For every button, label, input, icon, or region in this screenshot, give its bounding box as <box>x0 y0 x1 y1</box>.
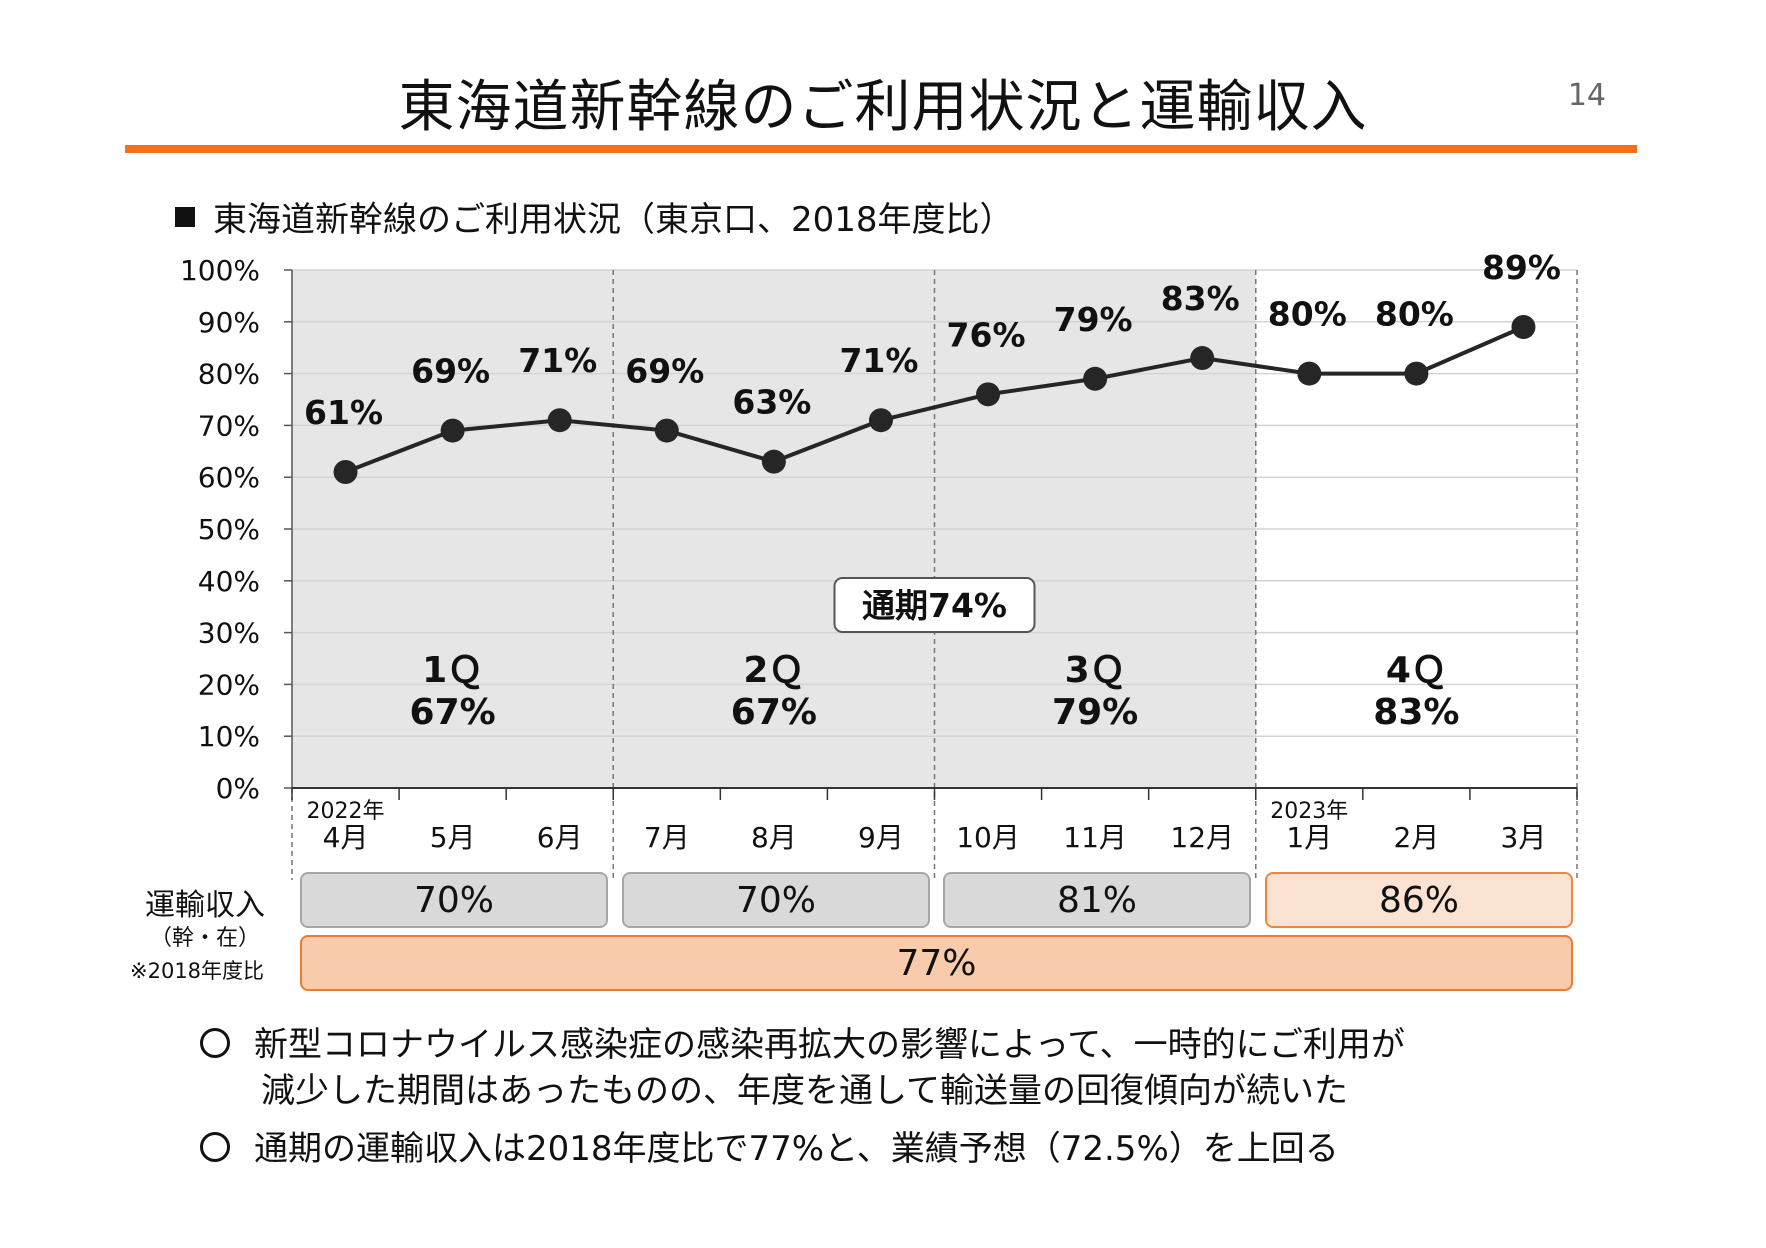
x-tick-label: 12月 <box>1170 821 1234 854</box>
data-point <box>1297 361 1322 386</box>
data-point <box>1190 346 1215 371</box>
revenue-q3-box: 81% <box>943 872 1251 928</box>
bullet-text-line2: 減少した期間はあったものの、年度を通して輸送量の回復傾向が続いた <box>261 1071 1348 1111</box>
revenue-total-box: 77% <box>300 935 1573 991</box>
quarter-name: 3Ｑ <box>1065 650 1126 691</box>
year-label: 2023年 <box>1270 799 1348 824</box>
bullet-item: 新型コロナウイルス感染症の感染再拡大の影響によって、一時的にご利用が 減少した期… <box>200 1022 1405 1114</box>
data-point <box>654 418 679 443</box>
page-number: 14 <box>1567 78 1606 113</box>
y-tick-label: 20% <box>198 668 260 701</box>
circle-bullet-icon <box>200 1132 230 1162</box>
revenue-q4-box: 86% <box>1265 872 1573 928</box>
square-bullet-icon <box>175 207 195 227</box>
data-label: 79% <box>1054 300 1133 339</box>
x-tick-label: 1月 <box>1286 821 1332 854</box>
y-tick-label: 40% <box>198 565 260 598</box>
data-label: 69% <box>411 352 490 391</box>
y-tick-label: 10% <box>198 720 260 753</box>
x-tick-label: 11月 <box>1063 821 1127 854</box>
x-tick-label: 8月 <box>751 821 797 854</box>
data-point <box>440 418 465 443</box>
x-tick-label: 4月 <box>323 821 369 854</box>
data-label: 69% <box>625 352 704 391</box>
data-label: 80% <box>1375 295 1454 334</box>
chart-heading: 東海道新幹線のご利用状況（東京口、2018年度比） <box>175 192 1014 241</box>
quarter-name: 4Ｑ <box>1386 650 1447 691</box>
data-label: 61% <box>304 393 383 432</box>
data-point <box>1511 314 1536 339</box>
data-point <box>868 408 893 433</box>
x-tick-label: 6月 <box>537 821 583 854</box>
quarter-name: 1Ｑ <box>422 650 483 691</box>
data-point <box>547 408 572 433</box>
annual-callout-box <box>833 577 1036 633</box>
y-tick-label: 50% <box>198 513 260 546</box>
revenue-label: 運輸収入 <box>145 888 265 923</box>
data-point <box>761 449 786 474</box>
chart-heading-text: 東海道新幹線のご利用状況（東京口、2018年度比） <box>213 200 1014 240</box>
data-label: 76% <box>947 315 1026 354</box>
y-tick-label: 0% <box>216 772 260 805</box>
data-label: 71% <box>518 341 597 380</box>
y-tick-label: 80% <box>198 358 260 391</box>
revenue-q1-box: 70% <box>300 872 608 928</box>
slide-title: 東海道新幹線のご利用状況と運輸収入 <box>398 75 1368 140</box>
y-tick-label: 60% <box>198 461 260 494</box>
revenue-note: ※2018年度比 <box>130 959 265 983</box>
quarter-value: 79% <box>1052 692 1138 733</box>
x-tick-label: 9月 <box>858 821 904 854</box>
data-label: 80% <box>1268 295 1347 334</box>
revenue-q2-box: 70% <box>622 872 930 928</box>
y-tick-label: 90% <box>198 306 260 339</box>
quarter-value: 67% <box>731 692 817 733</box>
data-point <box>1404 361 1429 386</box>
data-point <box>976 382 1001 407</box>
circle-bullet-icon <box>200 1028 230 1058</box>
data-point <box>333 460 358 485</box>
x-tick-label: 10月 <box>956 821 1020 854</box>
x-tick-label: 2月 <box>1393 821 1439 854</box>
year-label: 2022年 <box>307 799 385 824</box>
y-tick-label: 30% <box>198 617 260 650</box>
data-label: 63% <box>732 383 811 422</box>
quarter-value: 83% <box>1373 692 1459 733</box>
quarter-value: 67% <box>410 692 496 733</box>
bullet-text-line1: 新型コロナウイルス感染症の感染再拡大の影響によって、一時的にご利用が <box>254 1025 1405 1065</box>
bullet-text-line1: 通期の運輸収入は2018年度比で77%と、業績予想（72.5%）を上回る <box>254 1129 1339 1169</box>
annual-callout: 通期74% <box>862 586 1007 625</box>
data-label: 83% <box>1161 279 1240 318</box>
x-tick-label: 5月 <box>430 821 476 854</box>
x-tick-label: 3月 <box>1501 821 1547 854</box>
y-tick-label: 100% <box>180 254 260 287</box>
usage-line-chart: 0% 10% 20% 30% 40% 50% 60% 70% 80% 90% 100% 4月 5月 6月 7… <box>180 248 1578 880</box>
data-label: 71% <box>839 341 918 380</box>
y-tick-label: 70% <box>198 409 260 442</box>
data-label: 89% <box>1482 248 1561 287</box>
title-underline <box>125 145 1637 153</box>
revenue-sublabel: （幹・在） <box>149 926 260 951</box>
data-point <box>1083 366 1108 391</box>
bullet-item: 通期の運輸収入は2018年度比で77%と、業績予想（72.5%）を上回る <box>200 1126 1339 1172</box>
usage-series-line <box>344 325 1525 474</box>
x-tick-label: 7月 <box>644 821 690 854</box>
quarter-name: 2Ｑ <box>743 650 804 691</box>
